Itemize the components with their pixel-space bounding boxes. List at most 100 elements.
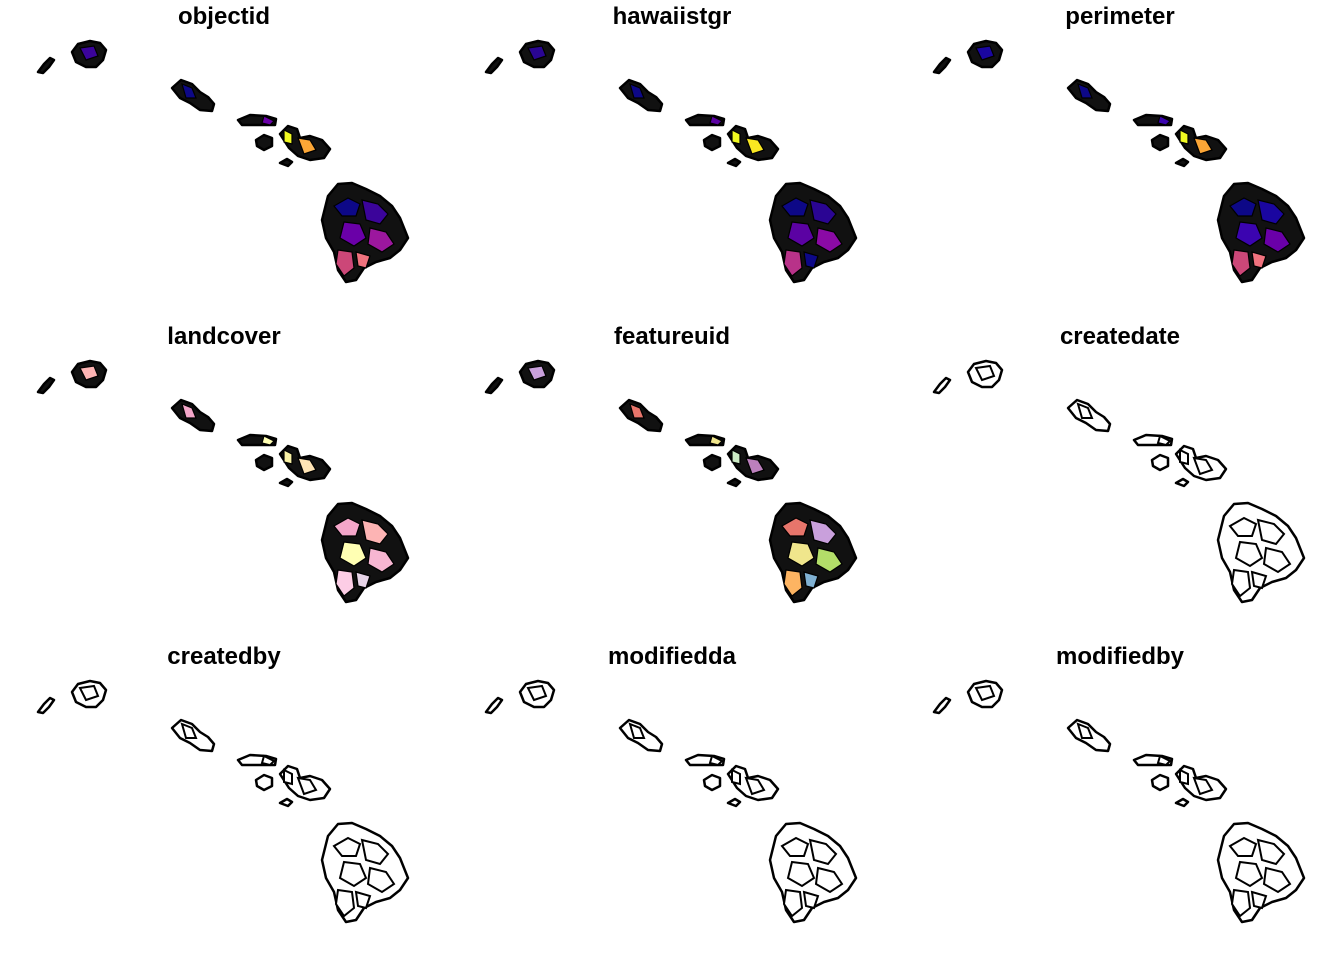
panel-title: perimeter xyxy=(1065,3,1175,30)
land-zone-polygon xyxy=(1251,251,1267,269)
land-zone-polygon xyxy=(1179,768,1189,786)
land-zone-polygon xyxy=(1231,249,1251,277)
kahoolawe-island xyxy=(278,797,294,808)
land-zone-polygon xyxy=(975,45,995,61)
niihau-island xyxy=(932,56,952,75)
land-zone-polygon xyxy=(1077,82,1093,99)
map-panel-createdate: createdate xyxy=(896,320,1344,640)
land-zone-polygon xyxy=(1230,568,1252,598)
niihau-island xyxy=(484,376,504,395)
kahoolawe-island xyxy=(726,477,742,488)
land-zone-polygon xyxy=(1262,546,1292,574)
land-zone-polygon xyxy=(1193,137,1213,155)
land-zone-polygon xyxy=(814,866,844,894)
land-zone-polygon xyxy=(787,541,815,567)
map-panel-modifiedda: modifiedda xyxy=(448,640,896,960)
land-zone-polygon xyxy=(787,221,815,247)
land-zone-polygon xyxy=(297,137,317,155)
land-zone-polygon xyxy=(783,249,803,277)
land-zone-polygon xyxy=(526,684,548,702)
land-zone-polygon xyxy=(1179,448,1189,466)
land-zone-polygon xyxy=(332,836,362,857)
land-zone-polygon xyxy=(731,129,741,145)
niihau-island xyxy=(932,696,952,715)
land-zone-polygon xyxy=(354,890,372,910)
lanai-island xyxy=(1150,133,1170,152)
land-zone-polygon xyxy=(809,519,837,545)
land-zone-polygon xyxy=(1228,516,1258,537)
land-zone-polygon xyxy=(1234,860,1264,888)
land-zone-polygon xyxy=(708,754,724,767)
hawaii-map-modifiedda xyxy=(484,679,858,924)
map-panel-perimeter: perimeter xyxy=(896,0,1344,320)
land-zone-polygon xyxy=(355,571,371,589)
kahoolawe-island xyxy=(726,157,742,168)
land-zone-polygon xyxy=(629,402,645,419)
land-zone-polygon xyxy=(809,199,837,225)
land-zone-polygon xyxy=(360,838,390,866)
land-zone-polygon xyxy=(181,402,197,419)
land-zone-polygon xyxy=(283,129,293,145)
hawaii-map-objectid xyxy=(36,39,410,284)
land-zone-polygon xyxy=(527,45,547,61)
niihau-island xyxy=(36,56,56,75)
map-panel-landcover: landcover xyxy=(0,320,448,640)
land-zone-polygon xyxy=(803,251,819,269)
land-zone-polygon xyxy=(744,776,766,796)
lanai-island xyxy=(254,453,274,472)
niihau-island xyxy=(484,56,504,75)
land-zone-polygon xyxy=(333,197,361,217)
land-zone-polygon xyxy=(803,571,819,589)
land-zone-polygon xyxy=(782,888,804,918)
land-zone-polygon xyxy=(333,517,361,537)
map-panel-createdby: createdby xyxy=(0,640,448,960)
land-zone-polygon xyxy=(79,365,99,381)
hawaii-map-createdby xyxy=(36,679,410,924)
land-zone-polygon xyxy=(1256,518,1286,546)
land-zone-polygon xyxy=(783,569,803,597)
land-zone-polygon xyxy=(780,836,810,857)
lanai-island xyxy=(702,133,722,152)
land-zone-polygon xyxy=(361,519,389,545)
kahoolawe-island xyxy=(1174,157,1190,168)
land-zone-polygon xyxy=(297,457,317,475)
lanai-island xyxy=(254,773,274,792)
land-zone-polygon xyxy=(802,890,820,910)
land-zone-polygon xyxy=(180,722,198,739)
land-zone-polygon xyxy=(781,197,809,217)
land-zone-polygon xyxy=(1192,776,1214,796)
niihau-island xyxy=(36,376,56,395)
land-zone-polygon xyxy=(339,221,367,247)
land-zone-polygon xyxy=(1076,722,1094,739)
kahoolawe-island xyxy=(278,477,294,488)
land-zone-polygon xyxy=(366,866,396,894)
kahoolawe-island xyxy=(726,797,742,808)
map-panel-featureuid: featureuid xyxy=(448,320,896,640)
land-zone-polygon xyxy=(334,888,356,918)
land-zone-polygon xyxy=(79,45,99,61)
land-zone-polygon xyxy=(1192,456,1214,476)
land-zone-polygon xyxy=(808,838,838,866)
land-zone-polygon xyxy=(361,199,389,225)
land-zone-polygon xyxy=(335,249,355,277)
land-zone-polygon xyxy=(1076,402,1094,419)
land-zone-polygon xyxy=(1234,540,1264,568)
land-zone-polygon xyxy=(709,115,724,126)
land-zone-polygon xyxy=(815,547,843,573)
land-zone-polygon xyxy=(1156,754,1172,767)
niihau-island xyxy=(36,696,56,715)
land-zone-polygon xyxy=(283,768,293,786)
lanai-island xyxy=(1150,773,1170,792)
land-zone-polygon xyxy=(260,754,276,767)
hawaii-map-featureuid xyxy=(484,359,858,604)
land-zone-polygon xyxy=(1229,197,1257,217)
land-zone-polygon xyxy=(815,227,843,253)
panel-title: landcover xyxy=(167,323,281,350)
land-zone-polygon xyxy=(786,860,816,888)
panel-title: objectid xyxy=(177,3,270,30)
land-zone-polygon xyxy=(1156,434,1172,447)
land-zone-polygon xyxy=(355,251,371,269)
land-zone-polygon xyxy=(296,776,318,796)
hawaii-map-perimeter xyxy=(932,39,1306,284)
